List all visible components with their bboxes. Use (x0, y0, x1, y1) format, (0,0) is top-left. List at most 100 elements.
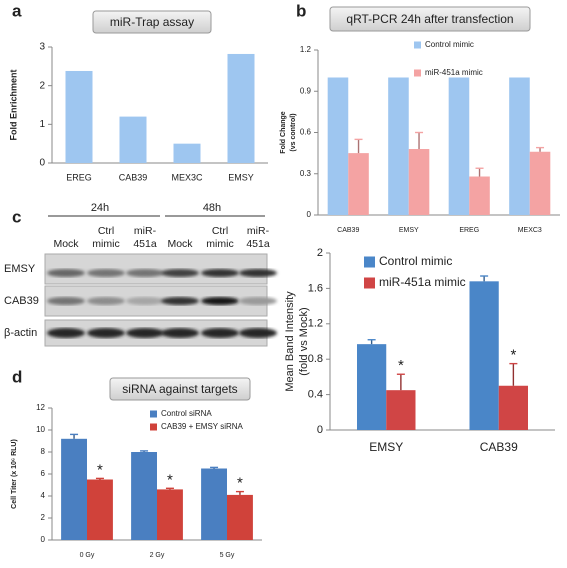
y-tick-label: 1.6 (308, 282, 323, 294)
bar (157, 489, 183, 540)
error-bar (70, 433, 79, 439)
y-tick-label: 1.2 (300, 45, 312, 54)
bar (408, 149, 430, 215)
title-box (92, 10, 212, 34)
blot-band (87, 297, 125, 305)
blot-strip (44, 253, 268, 285)
y-tick-label: 1 (39, 119, 45, 130)
x-tick-label: MEX3C (171, 172, 203, 182)
blot-band (239, 269, 277, 277)
blot-band (201, 328, 239, 338)
error-bar (536, 146, 545, 152)
bar (469, 176, 490, 215)
x-tick-label: EREG (459, 227, 479, 234)
bar (448, 77, 470, 215)
legend-swatch (414, 69, 421, 77)
annotation: * (398, 357, 404, 374)
y-tick-label: 2 (41, 513, 46, 522)
x-tick-label: CAB39 (480, 440, 518, 454)
legend-swatch (364, 277, 375, 289)
y-tick-label: 0 (317, 424, 323, 436)
lane-label: Mock (167, 238, 193, 250)
panel-letter: b (296, 1, 306, 20)
blot-row-label: β-actin (4, 327, 37, 339)
error-bar (165, 487, 174, 490)
error-bar (354, 138, 363, 154)
x-tick-label: 2 Gy (150, 552, 165, 559)
y-tick-label: 0.4 (308, 389, 323, 401)
x-tick-label: CAB39 (119, 172, 148, 182)
annotation: * (167, 471, 173, 488)
bar (173, 143, 201, 163)
y-axis-label: Cell Titer (x 10⁶ RLU) (11, 439, 18, 509)
y-tick-label: 6 (41, 469, 46, 478)
bar (131, 452, 157, 540)
lane-label: mimic (92, 238, 119, 250)
error-bar (509, 362, 518, 386)
blot-band (161, 297, 199, 305)
y-axis-label: (vs control) (290, 113, 297, 151)
y-tick-label: 0.3 (300, 169, 312, 178)
panel-letter: c (12, 207, 21, 226)
x-tick-label: EMSY (228, 172, 254, 182)
blot-row-label: EMSY (4, 263, 36, 275)
legend-swatch (150, 423, 157, 431)
bar (498, 385, 528, 430)
bar (201, 468, 227, 540)
blot-band (126, 297, 164, 305)
blot-band (47, 269, 85, 277)
bar (327, 77, 349, 215)
error-bar (396, 373, 405, 391)
blot-band (126, 328, 164, 338)
error-bar (480, 275, 489, 282)
y-axis-label: Fold Enrichment (8, 69, 18, 140)
bar (469, 281, 499, 430)
blot-band (201, 297, 239, 305)
annotation: * (97, 461, 103, 478)
y-tick-label: 2 (317, 247, 323, 259)
lane-label: Mock (53, 238, 79, 250)
x-tick-label: EMSY (369, 440, 403, 454)
lane-label: miR- (134, 225, 157, 237)
blot-band (87, 269, 125, 277)
y-tick-label: 0 (41, 535, 46, 544)
error-bar (475, 167, 484, 177)
blot-band (201, 269, 239, 277)
legend-swatch (414, 41, 421, 49)
blot-row-label: CAB39 (4, 295, 39, 307)
chart-title: siRNA against targets (122, 382, 237, 396)
blot-band (239, 328, 277, 338)
legend-label: CAB39 + EMSY siRNA (161, 422, 244, 431)
bar (509, 77, 530, 215)
error-bar (140, 450, 149, 452)
bar (386, 390, 416, 430)
lane-label: 451a (246, 238, 270, 250)
blot-band (161, 269, 199, 277)
lane-label: Ctrl (98, 225, 114, 237)
error-bar (210, 466, 219, 469)
x-tick-label: 0 Gy (80, 552, 95, 559)
bar (119, 116, 147, 163)
time-label: 48h (203, 202, 221, 214)
legend-label: miR-451a mimic (379, 275, 466, 289)
bar (357, 344, 387, 430)
blot-band (239, 297, 277, 305)
bar (529, 151, 551, 215)
error-bar (95, 477, 104, 480)
legend-label: Control siRNA (161, 409, 212, 418)
bar (65, 70, 93, 163)
annotation: * (237, 475, 243, 492)
x-tick-label: MEXC3 (518, 227, 542, 234)
x-tick-label: EMSY (399, 227, 419, 234)
error-bar (415, 131, 424, 149)
panel-letter: d (12, 367, 22, 386)
y-tick-label: 0 (307, 210, 312, 219)
x-tick-label: 5 Gy (220, 552, 235, 559)
lane-label: 451a (133, 238, 157, 250)
y-axis-label: (fold vs Mock) (298, 307, 310, 375)
chart-title: miR-Trap assay (110, 15, 194, 29)
blot-band (47, 328, 85, 338)
time-label: 24h (91, 202, 109, 214)
x-tick-label: EREG (66, 172, 92, 182)
bar (388, 77, 409, 215)
